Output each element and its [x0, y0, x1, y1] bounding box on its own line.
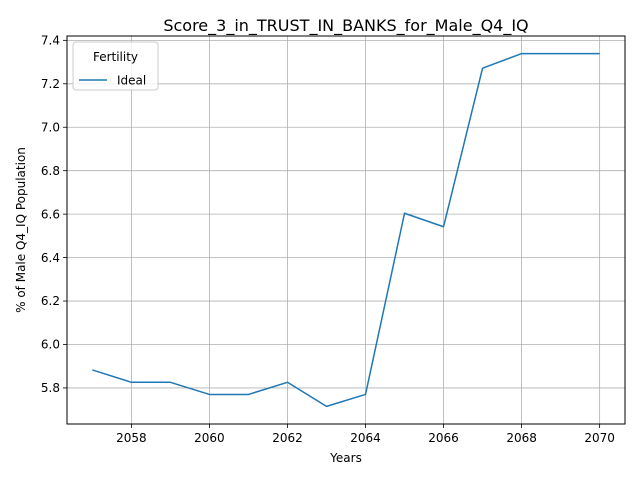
legend-title: Fertility [93, 50, 138, 64]
series-layer [92, 52, 600, 408]
y-tick-label: 6.6 [41, 207, 60, 221]
series-line-ideal [92, 52, 600, 408]
plot-frame [66, 35, 626, 425]
y-tick-label: 6.4 [41, 251, 60, 265]
y-tick-label: 5.8 [41, 381, 60, 395]
y-tick-label: 7.0 [41, 120, 60, 134]
x-axis-ticks: 2058 2060 2062 2064 2066 2068 2070 [116, 424, 615, 445]
x-tick-label: 2060 [194, 431, 225, 445]
x-axis-label: Years [329, 451, 362, 465]
y-axis-label: % of Male Q4_IQ Population [14, 147, 28, 313]
x-tick-label: 2068 [506, 431, 537, 445]
chart-title: Score_3_in_TRUST_IN_BANKS_for_Male_Q4_IQ [163, 16, 528, 36]
x-tick-label: 2058 [116, 431, 147, 445]
y-tick-label: 6.8 [41, 164, 60, 178]
legend-entry-ideal: Ideal [117, 74, 146, 88]
x-tick-label: 2070 [584, 431, 615, 445]
x-tick-label: 2062 [272, 431, 303, 445]
legend-box [72, 41, 159, 91]
y-tick-label: 7.2 [41, 77, 60, 91]
y-axis-ticks: 5.8 6.0 6.2 6.4 6.6 6.8 7.0 7.2 7.4 [41, 34, 67, 395]
grid [67, 36, 625, 424]
legend: Fertility Ideal [72, 41, 159, 91]
y-tick-label: 7.4 [41, 34, 60, 48]
y-tick-label: 6.2 [41, 294, 60, 308]
y-tick-label: 6.0 [41, 338, 60, 352]
x-tick-label: 2064 [350, 431, 381, 445]
x-tick-label: 2066 [428, 431, 459, 445]
